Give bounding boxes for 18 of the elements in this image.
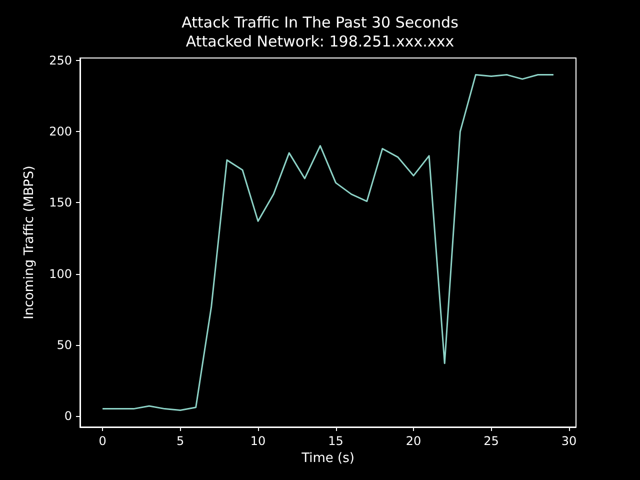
x-tick-label: 25 bbox=[484, 434, 499, 448]
x-tick-label: 20 bbox=[406, 434, 422, 448]
y-tick-label: 200 bbox=[49, 124, 72, 139]
chart-title: Attack Traffic In The Past 30 Seconds bbox=[182, 14, 459, 32]
y-tick-label: 250 bbox=[49, 54, 72, 68]
y-axis-title: Incoming Traffic (MBPS) bbox=[22, 166, 37, 320]
chart-subtitle: Attacked Network: 198.251.xxx.xxx bbox=[186, 32, 454, 50]
y-tick-label: 0 bbox=[64, 408, 72, 423]
y-tick-label: 150 bbox=[49, 196, 72, 210]
y-tick-label: 50 bbox=[56, 338, 72, 352]
x-tick-label: 30 bbox=[561, 434, 577, 448]
y-tick-label: 100 bbox=[49, 266, 72, 281]
x-tick-label: 15 bbox=[328, 434, 344, 448]
x-tick-label: 5 bbox=[176, 434, 184, 448]
x-axis-title: Time (s) bbox=[300, 450, 354, 466]
line-series bbox=[102, 74, 554, 411]
x-tick-label: 10 bbox=[250, 434, 266, 448]
x-tick-label: 0 bbox=[98, 434, 106, 448]
